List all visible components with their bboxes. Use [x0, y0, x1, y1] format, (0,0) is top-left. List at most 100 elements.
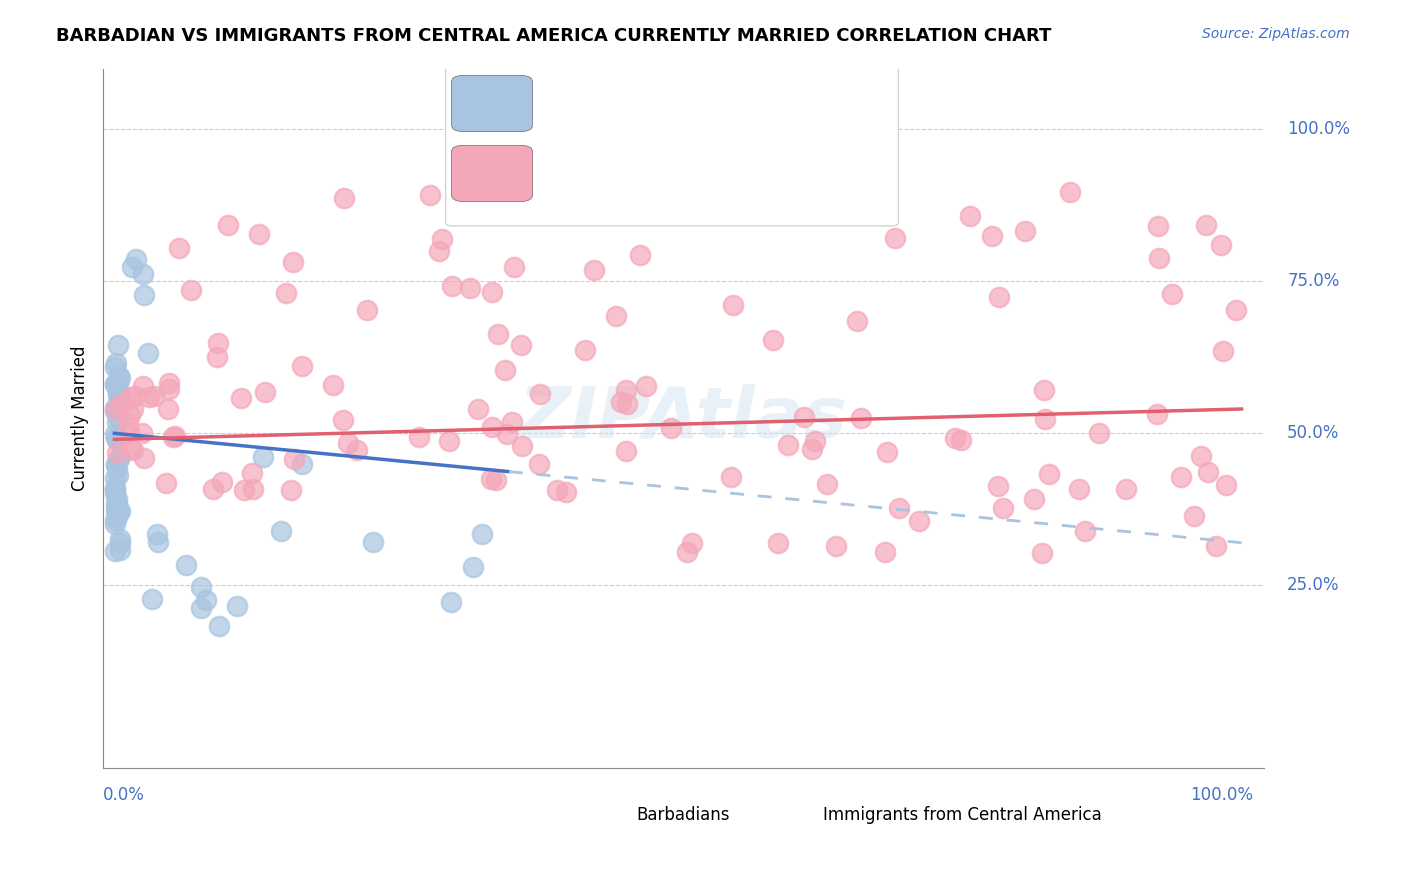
Point [495, 362, 517, 376]
Point [1031, 546, 1053, 560]
Point [1147, 251, 1170, 265]
Point [1209, 238, 1232, 252]
Point [793, 409, 815, 424]
Point [107, 504, 129, 518]
Point [104, 404, 127, 418]
Point [336, 436, 359, 450]
Point [104, 427, 127, 442]
Point [205, 350, 228, 364]
Point [1205, 539, 1227, 553]
Point [211, 475, 233, 490]
Point [574, 343, 596, 357]
Point [988, 290, 1011, 304]
Point [136, 346, 159, 360]
Point [851, 411, 873, 425]
Point [1074, 524, 1097, 538]
Point [110, 397, 132, 411]
Point [987, 478, 1010, 492]
Point [322, 377, 344, 392]
Point [332, 191, 354, 205]
Point [122, 402, 145, 417]
Point [132, 451, 155, 466]
Point [503, 260, 526, 275]
Point [121, 443, 143, 458]
Point [529, 387, 551, 401]
Point [463, 559, 485, 574]
Point [1146, 407, 1168, 421]
Point [875, 544, 897, 558]
Point [501, 415, 523, 429]
Point [254, 384, 277, 399]
Point [105, 415, 128, 429]
Point [959, 209, 981, 223]
Point [1194, 219, 1216, 233]
Point [105, 460, 128, 475]
Point [614, 443, 637, 458]
Point [107, 337, 129, 351]
Point [104, 516, 127, 531]
Point [460, 281, 482, 295]
Point [440, 595, 463, 609]
Text: 25.0%: 25.0% [1288, 576, 1340, 594]
Point [103, 376, 125, 391]
Point [889, 500, 911, 515]
Point [356, 302, 378, 317]
Point [124, 389, 146, 403]
Point [437, 434, 460, 449]
Point [800, 442, 823, 456]
Point [1161, 287, 1184, 301]
Point [180, 283, 202, 297]
Point [510, 338, 533, 352]
Point [107, 468, 129, 483]
Point [117, 417, 139, 431]
Point [815, 476, 838, 491]
Point [138, 390, 160, 404]
Point [108, 543, 131, 558]
Point [120, 390, 142, 404]
Point [132, 379, 155, 393]
Point [105, 401, 128, 416]
Point [419, 188, 441, 202]
Point [950, 434, 973, 448]
Point [195, 592, 218, 607]
Text: Source: ZipAtlas.com: Source: ZipAtlas.com [1202, 27, 1350, 41]
FancyBboxPatch shape [451, 76, 533, 131]
Point [233, 483, 256, 497]
Point [1014, 224, 1036, 238]
Point [1033, 383, 1056, 397]
Point [845, 314, 868, 328]
Point [441, 279, 464, 293]
Point [105, 491, 128, 506]
Point [105, 431, 128, 445]
Point [429, 244, 451, 258]
Point [290, 359, 312, 373]
Point [555, 485, 578, 500]
Point [776, 438, 799, 452]
Point [659, 421, 682, 435]
Point [217, 218, 239, 232]
Point [1146, 219, 1168, 233]
Point [884, 231, 907, 245]
Point [1225, 303, 1247, 318]
Point [105, 500, 128, 515]
Point [104, 360, 127, 375]
Point [720, 470, 742, 484]
Point [155, 475, 177, 490]
Point [1182, 509, 1205, 524]
Point [104, 504, 127, 518]
Point [107, 384, 129, 399]
Point [107, 409, 129, 424]
Point [105, 496, 128, 510]
Point [546, 483, 568, 498]
Point [527, 457, 550, 471]
Point [274, 286, 297, 301]
Point [125, 252, 148, 267]
Point [1087, 425, 1109, 440]
Point [105, 433, 128, 447]
Point [291, 458, 314, 472]
Point [108, 532, 131, 546]
Point [510, 439, 533, 453]
Point [120, 408, 142, 422]
Point [1033, 412, 1056, 426]
Point [1022, 492, 1045, 507]
